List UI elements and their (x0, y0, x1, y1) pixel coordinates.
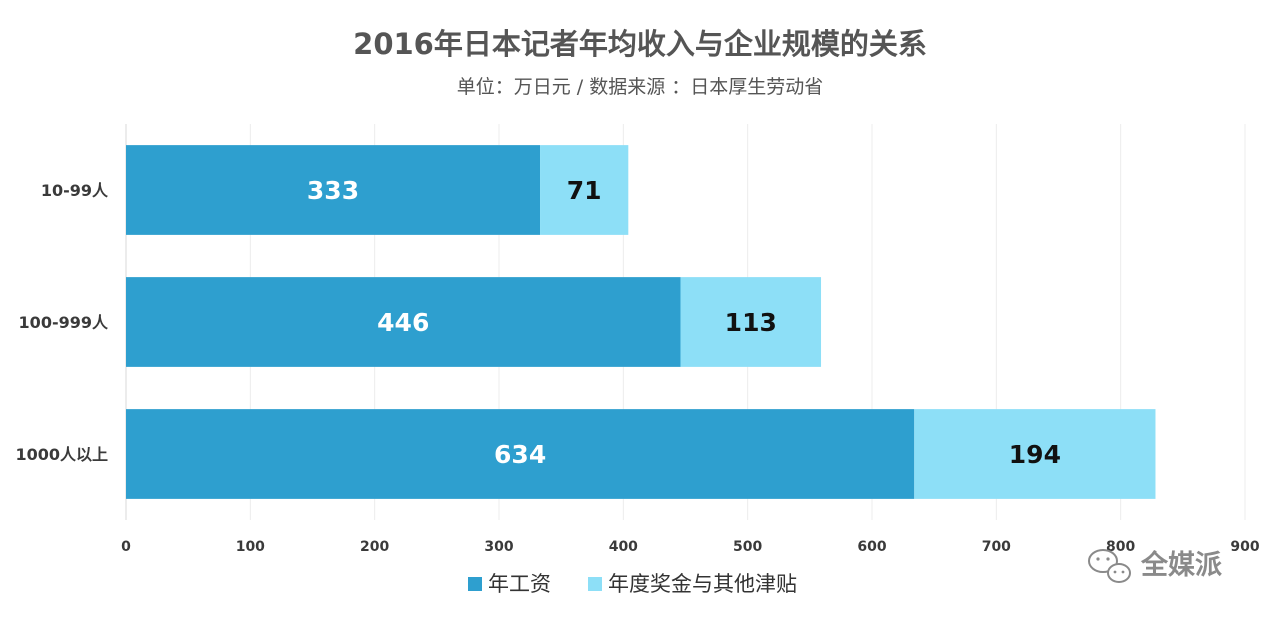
bar-segment (126, 409, 915, 499)
x-tick-label: 700 (982, 539, 1011, 555)
x-tick-label: 900 (1230, 539, 1259, 555)
bar-segment (126, 145, 541, 235)
category-label: 10-99人 (41, 181, 109, 200)
chart-title: 2016年日本记者年均收入与企业规模的关系 (353, 27, 927, 61)
data-label: 446 (377, 308, 429, 337)
category-label: 100-999人 (19, 313, 109, 332)
watermark-text: 全媒派 (1140, 549, 1222, 581)
category-label: 1000人以上 (15, 445, 108, 464)
legend-label: 年工资 (488, 572, 551, 596)
bar-segment (914, 409, 1156, 499)
x-tick-labels: 0 100 200 300 400 500 600 700 800 900 (121, 539, 1260, 555)
data-label: 113 (725, 308, 777, 337)
wechat-icon (1088, 549, 1131, 583)
bar-segment (126, 277, 681, 367)
x-tick-label: 600 (857, 539, 886, 555)
x-tick-label: 100 (236, 539, 265, 555)
data-label: 194 (1009, 440, 1061, 469)
legend: 年工资 年度奖金与其他津贴 (468, 572, 797, 596)
category-labels: 10-99人 100-999人 1000人以上 (15, 181, 109, 464)
bars: 333 71 446 113 634 194 (126, 145, 1156, 499)
x-tick-label: 500 (733, 539, 762, 555)
x-tick-label: 0 (121, 539, 131, 555)
x-tick-label: 400 (609, 539, 638, 555)
legend-label: 年度奖金与其他津贴 (608, 572, 797, 596)
bar-segment (540, 145, 629, 235)
chart-subtitle: 单位：万日元 / 数据来源 ：日本厚生劳动省 (457, 76, 824, 98)
x-tick-label: 200 (360, 539, 389, 555)
bar-segment (680, 277, 822, 367)
data-label: 71 (567, 176, 602, 205)
legend-swatch (468, 577, 482, 591)
data-label: 634 (494, 440, 546, 469)
x-tick-label: 800 (1106, 539, 1135, 555)
legend-swatch (588, 577, 602, 591)
x-tick-label: 300 (484, 539, 513, 555)
data-label: 333 (307, 176, 359, 205)
watermark: 全媒派 (1088, 549, 1222, 583)
